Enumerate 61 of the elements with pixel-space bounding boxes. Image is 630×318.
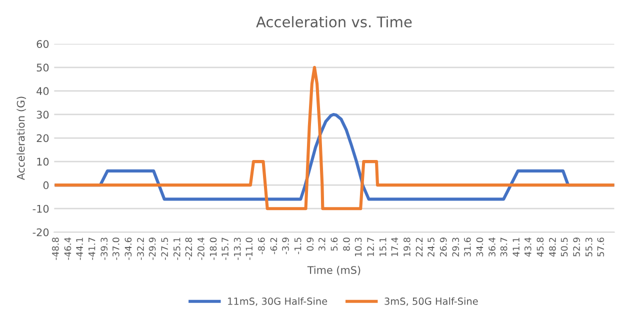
y-tick-label: 20 bbox=[36, 134, 49, 142]
legend-label: 3mS, 50G Half-Sine bbox=[384, 297, 478, 306]
x-axis-title: Time (mS) bbox=[307, 266, 360, 276]
x-tick-label: -3.9 bbox=[282, 238, 289, 254]
y-tick-label: 0 bbox=[43, 181, 49, 190]
x-tick-label: -46.4 bbox=[64, 238, 72, 260]
y-tick-label: 30 bbox=[36, 110, 49, 119]
x-tick-label: 5.6 bbox=[330, 238, 338, 251]
x-tick-label: 10.3 bbox=[354, 238, 362, 256]
x-tick-label: 19.8 bbox=[404, 238, 410, 256]
x-tick-label: 29.3 bbox=[452, 238, 460, 256]
x-tick-label: -39.3 bbox=[100, 238, 108, 260]
x-tick-label: -18.0 bbox=[210, 238, 217, 260]
x-tick-label: -6.2 bbox=[270, 238, 278, 254]
x-tick-label: 22.2 bbox=[416, 238, 423, 256]
x-tick-label: 0.9 bbox=[306, 238, 314, 251]
x-tick-label: 17.4 bbox=[391, 238, 398, 256]
y-axis-title: Acceleration (G) bbox=[16, 96, 26, 180]
x-tick-label: 15.1 bbox=[380, 238, 386, 256]
x-tick-label: 8.0 bbox=[343, 238, 350, 251]
x-tick-label: 31.6 bbox=[464, 238, 471, 256]
x-tick-label: 57.6 bbox=[597, 238, 604, 256]
x-tick-label: -25.1 bbox=[173, 238, 180, 260]
x-tick-label: -8.6 bbox=[258, 238, 265, 254]
x-tick-label: 52.9 bbox=[573, 238, 580, 256]
x-tick-label: 36.4 bbox=[488, 238, 496, 256]
x-tick-label: -1.5 bbox=[294, 238, 302, 254]
line-series bbox=[54, 66, 614, 210]
x-tick-label: 55.3 bbox=[585, 238, 592, 256]
x-tick-label: -11.0 bbox=[246, 238, 253, 260]
chart-title: Acceleration vs. Time bbox=[256, 16, 412, 28]
y-tick-label: 40 bbox=[36, 87, 49, 96]
x-tick-label: -22.8 bbox=[185, 238, 192, 260]
y-tick-label: 50 bbox=[36, 64, 49, 72]
x-tick-label: 34.0 bbox=[476, 238, 484, 256]
x-tick-label: -20.4 bbox=[198, 238, 204, 260]
y-tick-label: -10 bbox=[32, 204, 49, 213]
y-tick-label: 60 bbox=[36, 40, 49, 48]
x-tick-label: 3.2 bbox=[318, 238, 326, 251]
x-tick-label: 26.9 bbox=[440, 238, 447, 256]
x-tick-label: 45.8 bbox=[536, 238, 544, 257]
x-tick-label: -37.0 bbox=[112, 238, 120, 260]
x-tick-label: 12.7 bbox=[367, 238, 374, 256]
x-tick-label: 43.4 bbox=[524, 238, 532, 257]
x-tick-label: 38.7 bbox=[500, 238, 508, 256]
x-tick-label: 50.5 bbox=[560, 238, 568, 256]
y-tick-label: -20 bbox=[32, 228, 49, 236]
x-tick-label: -34.6 bbox=[124, 238, 132, 260]
x-tick-label: -15.7 bbox=[222, 238, 228, 260]
x-tick-label: 24.5 bbox=[428, 238, 434, 256]
x-tick-label: -41.7 bbox=[88, 238, 96, 260]
x-tick-label: -27.5 bbox=[161, 238, 168, 260]
x-tick-label: -32.2 bbox=[137, 238, 144, 260]
x-tick-label: 48.2 bbox=[549, 238, 556, 257]
x-tick-label: -29.9 bbox=[148, 238, 156, 260]
y-tick-label: 10 bbox=[37, 158, 49, 166]
x-tick-label: -48.8 bbox=[52, 238, 59, 260]
x-tick-label: -13.3 bbox=[234, 238, 241, 260]
x-tick-label: 41.1 bbox=[512, 238, 520, 257]
legend-label: 11mS, 30G Half-Sine bbox=[228, 297, 328, 306]
x-tick-label: -44.1 bbox=[76, 238, 83, 260]
